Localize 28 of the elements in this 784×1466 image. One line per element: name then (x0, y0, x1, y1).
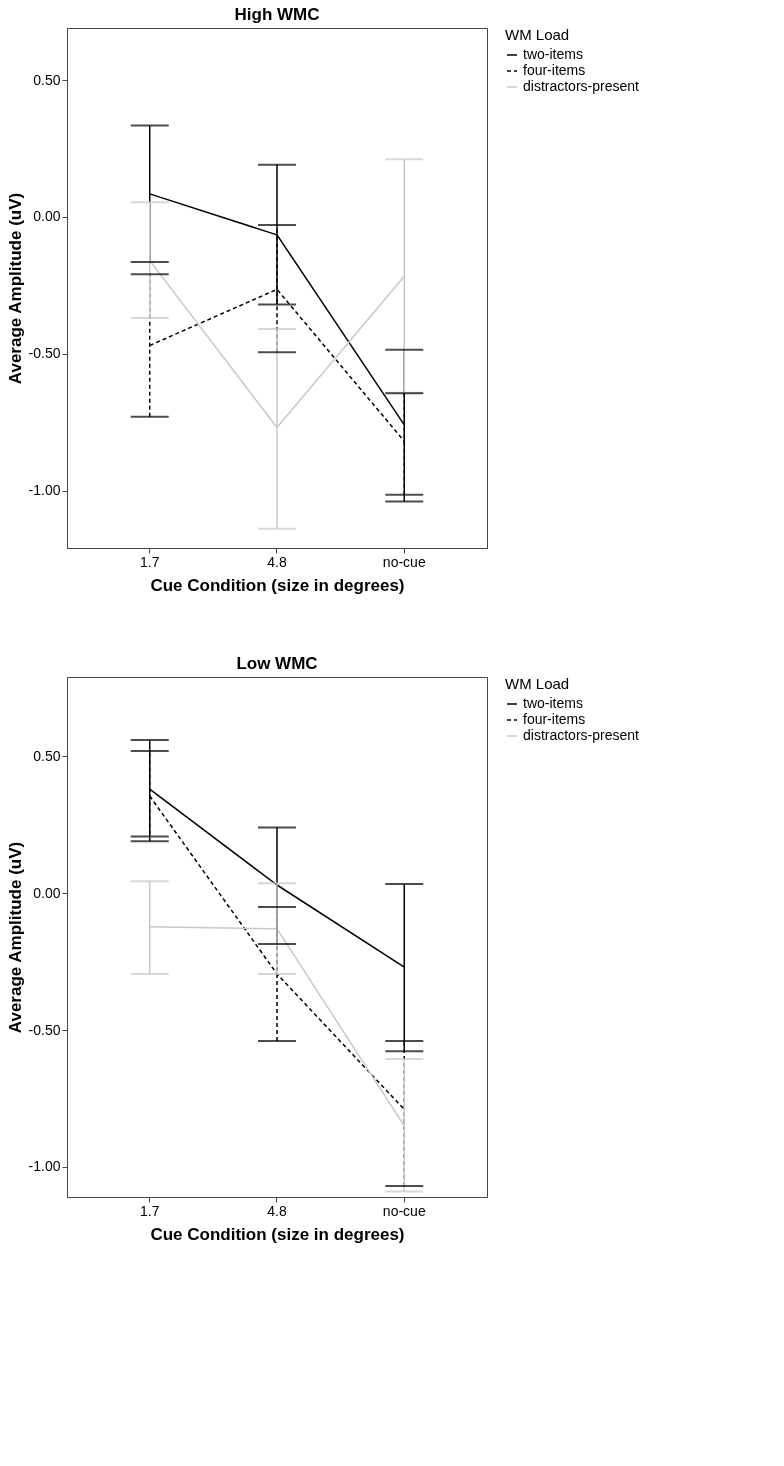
y-axis-title: Average Amplitude (uV) (5, 192, 25, 385)
x-tick-label: 1.7 (139, 1202, 160, 1219)
x-tick-label: no-cue (382, 553, 426, 570)
chart-title: High WMC (234, 5, 320, 24)
legend-label: two-items (523, 695, 583, 711)
x-tick-label: 4.8 (267, 553, 287, 570)
legend-title: WM Load (505, 26, 570, 43)
y-tick-label: -0.50 (28, 345, 61, 362)
legend-label: two-items (523, 46, 583, 62)
y-tick-label: 0.00 (33, 884, 61, 901)
y-tick-label: 0.50 (33, 71, 61, 88)
legend-label: four-items (523, 711, 586, 727)
y-tick-label: 0.00 (33, 208, 61, 225)
legend-label: four-items (523, 62, 586, 78)
x-axis-title: Cue Condition (size in degrees) (150, 1224, 405, 1244)
x-axis-title: Cue Condition (size in degrees) (150, 575, 405, 595)
x-tick-label: 1.7 (139, 553, 160, 570)
legend-title: WM Load (505, 675, 570, 692)
x-tick-label: no-cue (382, 1202, 426, 1219)
x-tick-label: 4.8 (267, 1202, 287, 1219)
y-tick-label: 0.50 (33, 747, 61, 764)
y-tick-label: -0.50 (28, 1021, 61, 1038)
legend-label: distractors-present (523, 727, 640, 743)
y-axis-title: Average Amplitude (uV) (5, 841, 25, 1034)
y-tick-label: -1.00 (28, 482, 61, 499)
y-tick-label: -1.00 (28, 1158, 61, 1175)
chart-title: Low WMC (236, 654, 318, 673)
legend-label: distractors-present (523, 78, 640, 94)
